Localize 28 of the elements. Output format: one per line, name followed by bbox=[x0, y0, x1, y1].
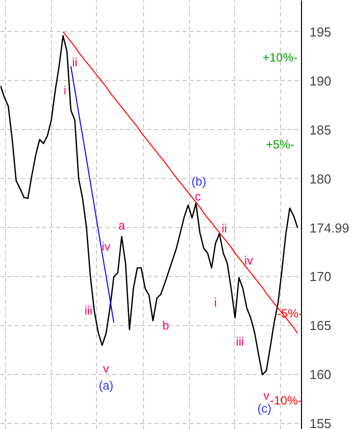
y-tick-label: 195 bbox=[310, 24, 332, 40]
annotation: iii bbox=[236, 334, 244, 348]
annotation: +10%- bbox=[262, 50, 298, 64]
annotation: b bbox=[162, 318, 170, 332]
annotation: i bbox=[64, 84, 66, 98]
annotation: (c) bbox=[257, 402, 272, 416]
annotation: iv bbox=[102, 240, 110, 254]
annotation: v bbox=[263, 388, 270, 402]
annotation: iii bbox=[84, 304, 92, 318]
annotation: iv bbox=[244, 254, 254, 268]
annotation: (b) bbox=[192, 174, 206, 188]
annotation: i bbox=[214, 296, 217, 310]
annotation: v bbox=[103, 362, 110, 376]
annotation: +5%- bbox=[266, 138, 294, 152]
annotation: ii bbox=[72, 56, 78, 70]
y-tick-label: 160 bbox=[310, 367, 332, 382]
y-tick-label: 170 bbox=[310, 269, 332, 284]
line-series bbox=[70, 66, 114, 324]
y-tick-label: 180 bbox=[310, 171, 332, 186]
y-tick-label: 190 bbox=[310, 73, 332, 88]
y-tick-label: 165 bbox=[310, 318, 332, 334]
annotation: ii bbox=[222, 222, 227, 236]
y-tick-label: 185 bbox=[310, 122, 332, 138]
annotation: a bbox=[118, 218, 126, 232]
annotation: (a) bbox=[98, 378, 114, 392]
y-tick-label: 155 bbox=[310, 416, 332, 429]
y-tick-label: 174.99 bbox=[310, 220, 350, 236]
annotation: c bbox=[194, 190, 201, 204]
